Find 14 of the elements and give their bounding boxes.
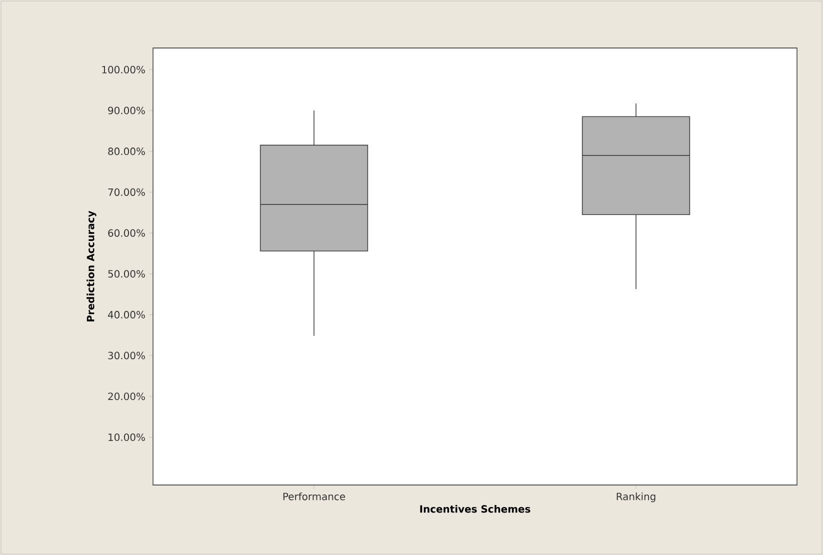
y-tick-label: 10.00% — [108, 433, 145, 441]
y-tick-label: 60.00% — [108, 229, 145, 237]
y-tick-label: 50.00% — [108, 270, 145, 278]
y-tick-label: 80.00% — [108, 148, 145, 156]
y-axis-title: Prediction Accuracy — [86, 210, 96, 322]
y-tick-label: 100.00% — [102, 66, 145, 74]
y-tick-label: 90.00% — [108, 106, 145, 114]
y-tick-label: 70.00% — [108, 188, 145, 196]
x-tick-label: Performance — [283, 492, 346, 500]
x-tick-label: Ranking — [616, 492, 656, 502]
y-tick-label: 40.00% — [108, 310, 145, 318]
y-tick-label: 20.00% — [108, 392, 145, 400]
y-tick-label: 30.00% — [108, 352, 145, 360]
x-axis-title: Incentives Schemes — [420, 505, 530, 513]
